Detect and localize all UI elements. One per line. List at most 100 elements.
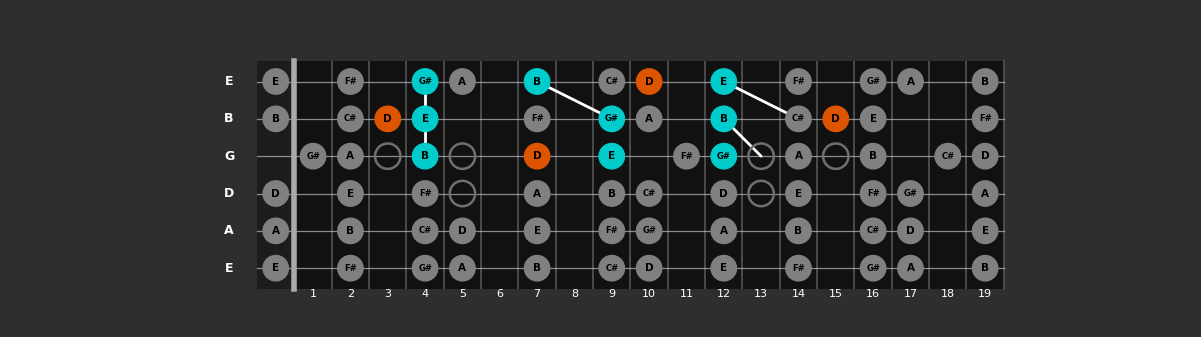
Text: E: E	[225, 262, 233, 275]
Text: F#: F#	[867, 189, 879, 198]
Text: 1: 1	[310, 289, 317, 299]
Circle shape	[449, 218, 476, 244]
Text: C#: C#	[643, 189, 656, 198]
Circle shape	[412, 255, 438, 281]
Text: B: B	[422, 151, 429, 161]
Text: 10: 10	[643, 289, 656, 299]
Text: F#: F#	[419, 189, 431, 198]
Circle shape	[412, 218, 438, 244]
Text: G#: G#	[418, 264, 432, 273]
Circle shape	[823, 106, 848, 131]
Text: B: B	[795, 226, 802, 236]
Text: B: B	[981, 76, 990, 87]
Text: A: A	[533, 188, 542, 198]
Text: A: A	[795, 151, 802, 161]
Text: A: A	[981, 188, 990, 198]
Text: 5: 5	[459, 289, 466, 299]
Circle shape	[525, 218, 550, 244]
Circle shape	[637, 106, 662, 131]
Circle shape	[449, 255, 476, 281]
Text: 13: 13	[754, 289, 769, 299]
Text: 7: 7	[533, 289, 540, 299]
Circle shape	[337, 181, 363, 206]
Text: B: B	[346, 226, 354, 236]
Text: A: A	[271, 226, 280, 236]
Text: E: E	[422, 114, 429, 124]
Circle shape	[785, 255, 811, 281]
Text: F#: F#	[345, 77, 357, 86]
Text: 11: 11	[680, 289, 693, 299]
Circle shape	[412, 69, 438, 94]
Circle shape	[785, 144, 811, 169]
Circle shape	[525, 255, 550, 281]
Circle shape	[263, 218, 288, 244]
Text: E: E	[981, 226, 988, 236]
Circle shape	[337, 255, 363, 281]
Text: D: D	[831, 114, 841, 124]
Text: B: B	[719, 114, 728, 124]
Circle shape	[711, 106, 736, 131]
Circle shape	[263, 181, 288, 206]
Circle shape	[860, 255, 886, 281]
Text: C#: C#	[418, 226, 431, 235]
Circle shape	[711, 218, 736, 244]
Circle shape	[337, 69, 363, 94]
Text: C#: C#	[791, 114, 805, 123]
Text: E: E	[795, 188, 802, 198]
Text: 3: 3	[384, 289, 392, 299]
Circle shape	[337, 106, 363, 131]
Circle shape	[860, 181, 886, 206]
Text: B: B	[271, 114, 280, 124]
Circle shape	[449, 69, 476, 94]
Circle shape	[860, 144, 886, 169]
Circle shape	[599, 181, 625, 206]
FancyBboxPatch shape	[201, 37, 1030, 304]
Circle shape	[375, 106, 400, 131]
Text: 15: 15	[829, 289, 843, 299]
Text: D: D	[907, 226, 915, 236]
Text: D: D	[981, 151, 990, 161]
Text: A: A	[346, 151, 354, 161]
Text: 12: 12	[717, 289, 731, 299]
Text: 9: 9	[608, 289, 615, 299]
Circle shape	[973, 144, 998, 169]
Circle shape	[263, 106, 288, 131]
Text: G#: G#	[717, 152, 730, 161]
Text: G#: G#	[866, 77, 880, 86]
Text: F#: F#	[979, 114, 992, 123]
Circle shape	[599, 106, 625, 131]
Circle shape	[637, 181, 662, 206]
Text: A: A	[907, 263, 914, 273]
Circle shape	[674, 144, 699, 169]
Circle shape	[263, 69, 288, 94]
Circle shape	[973, 181, 998, 206]
Circle shape	[711, 144, 736, 169]
Text: C#: C#	[343, 114, 357, 123]
Circle shape	[337, 218, 363, 244]
Text: 17: 17	[903, 289, 918, 299]
Text: 19: 19	[978, 289, 992, 299]
Text: D: D	[271, 188, 280, 198]
Text: D: D	[719, 188, 728, 198]
Text: 14: 14	[791, 289, 806, 299]
Text: C#: C#	[867, 226, 879, 235]
Text: 2: 2	[347, 289, 354, 299]
Text: F#: F#	[345, 264, 357, 273]
Circle shape	[525, 69, 550, 94]
Circle shape	[898, 181, 924, 206]
Text: G#: G#	[418, 77, 432, 86]
Circle shape	[637, 218, 662, 244]
Circle shape	[525, 106, 550, 131]
Circle shape	[973, 255, 998, 281]
Text: F#: F#	[531, 114, 543, 123]
Text: G#: G#	[306, 152, 319, 161]
Text: E: E	[225, 75, 233, 88]
Text: B: B	[981, 263, 990, 273]
Text: B: B	[225, 112, 234, 125]
Circle shape	[785, 218, 811, 244]
Text: A: A	[225, 224, 234, 237]
Circle shape	[599, 255, 625, 281]
Circle shape	[637, 69, 662, 94]
Bar	[257, 61, 294, 289]
Circle shape	[525, 181, 550, 206]
